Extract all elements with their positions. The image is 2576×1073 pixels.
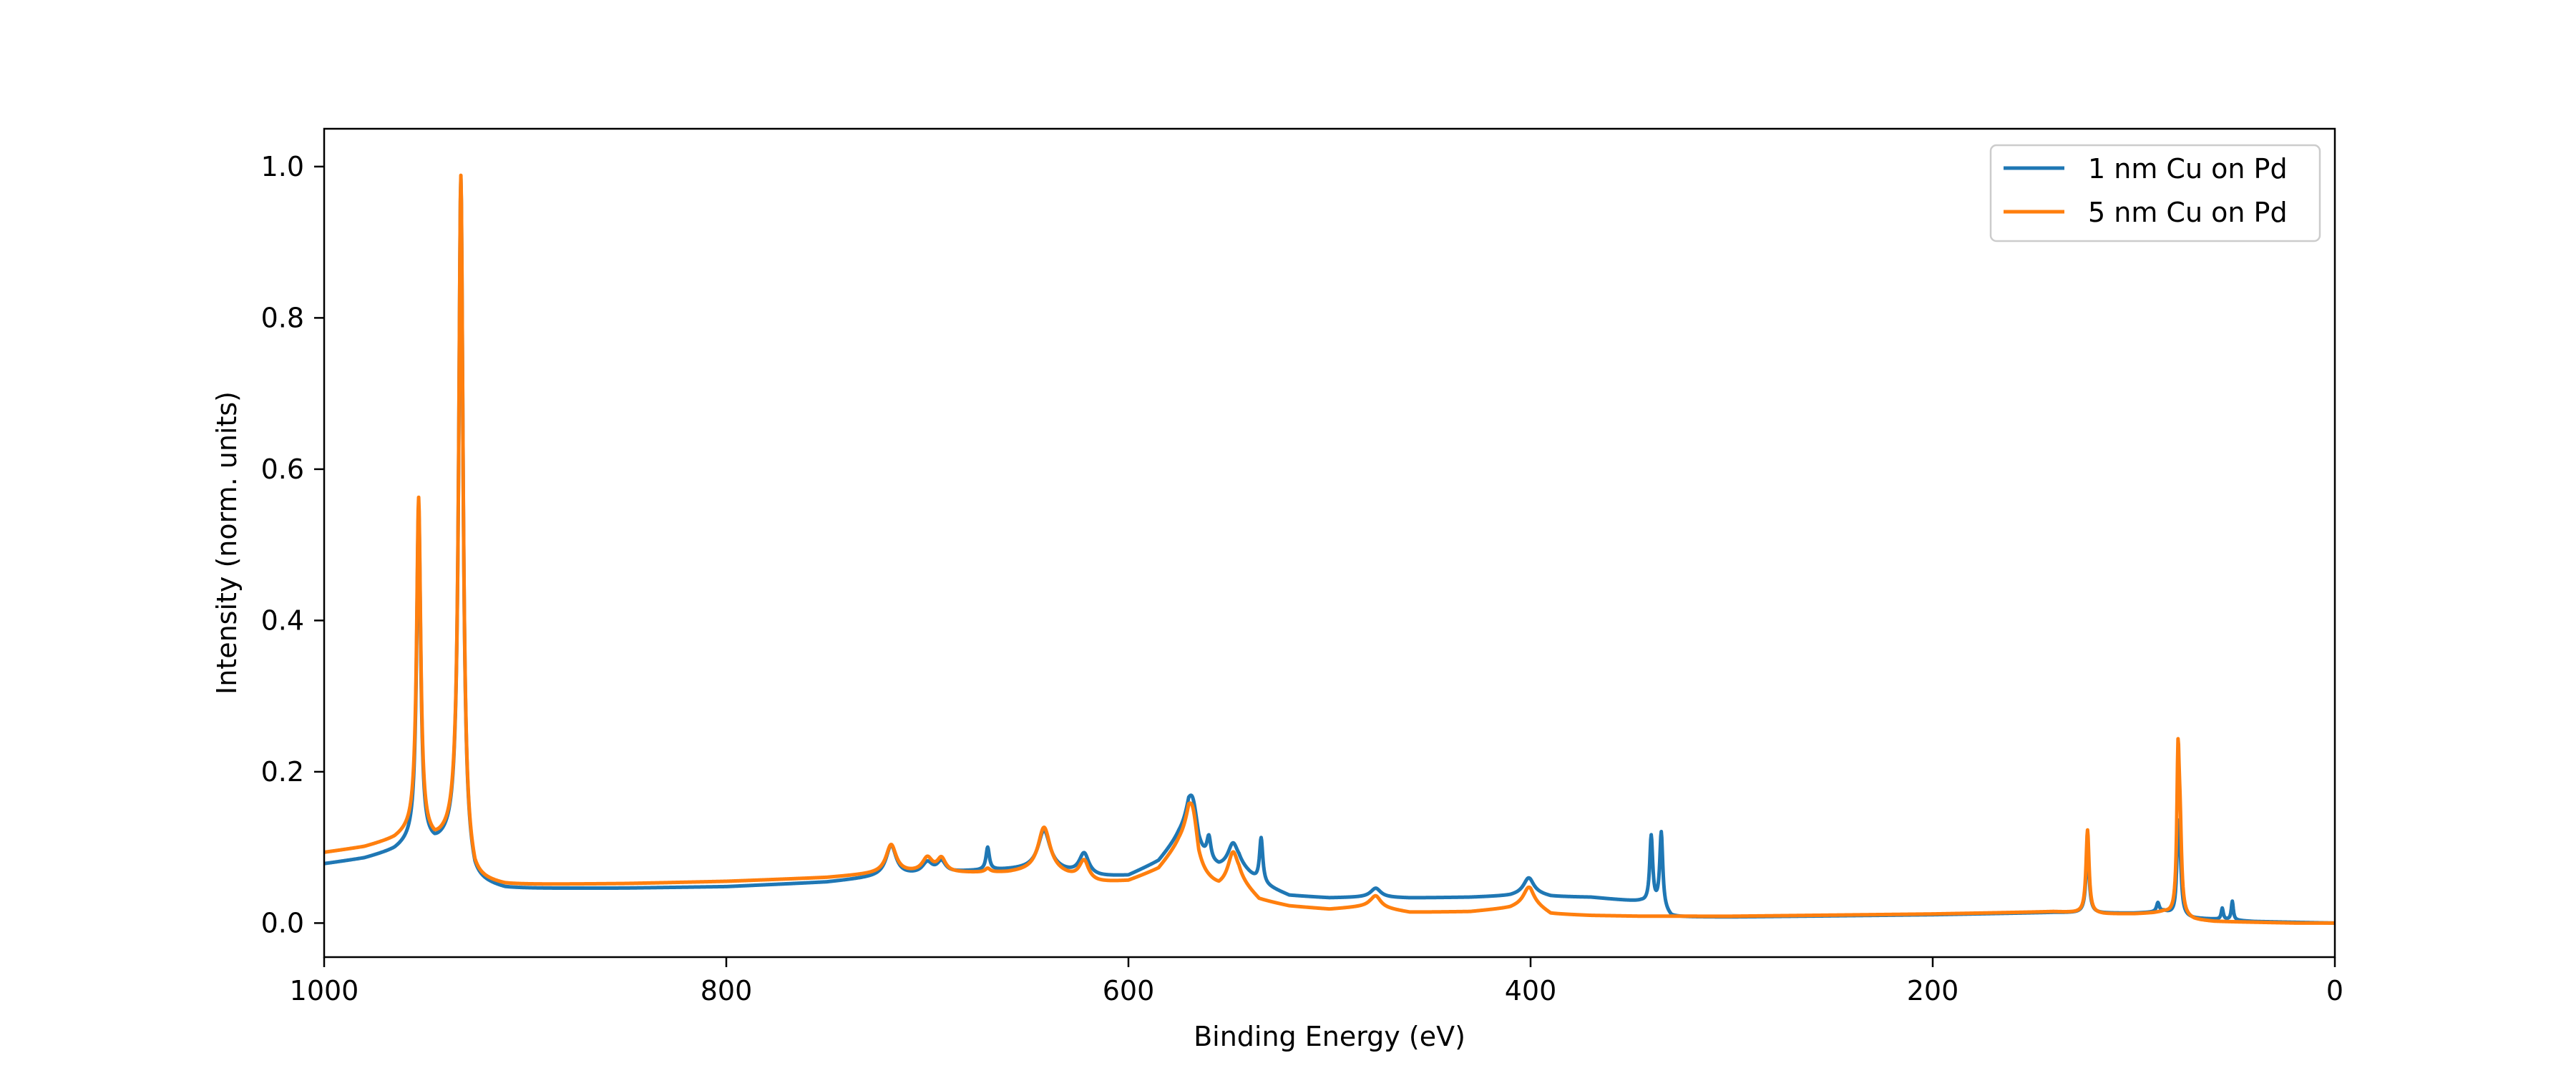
series-line-2 [324, 173, 2335, 925]
legend-label-1: 1 nm Cu on Pd [2088, 153, 2288, 185]
series-layer [324, 173, 2335, 925]
y-tick-label: 0.0 [261, 907, 304, 939]
x-tick-label: 1000 [290, 975, 359, 1006]
y-tick-label: 0.4 [261, 604, 304, 636]
y-tick-label: 0.2 [261, 756, 304, 788]
x-tick-label: 600 [1103, 975, 1155, 1006]
x-axis-label: Binding Energy (eV) [1194, 1021, 1465, 1052]
y-axis: 0.0 0.2 0.4 0.6 0.8 1.0 [261, 151, 324, 939]
y-tick-label: 0.8 [261, 302, 304, 333]
legend-label-2: 5 nm Cu on Pd [2088, 197, 2288, 228]
x-tick-label: 400 [1505, 975, 1557, 1006]
y-tick-label: 0.6 [261, 454, 304, 485]
x-tick-label: 0 [2326, 975, 2343, 1006]
y-axis-label: Intensity (norm. units) [211, 391, 243, 695]
series-line-1 [324, 177, 2335, 925]
plot-area-frame [323, 127, 2336, 959]
x-axis: 1000 800 600 400 200 0 [290, 957, 2343, 1006]
x-tick-label: 200 [1907, 975, 1959, 1006]
legend: 1 nm Cu on Pd 5 nm Cu on Pd [1989, 144, 2321, 242]
x-tick-label: 800 [701, 975, 753, 1006]
legend-frame [1989, 144, 2321, 242]
y-tick-label: 1.0 [261, 151, 304, 182]
